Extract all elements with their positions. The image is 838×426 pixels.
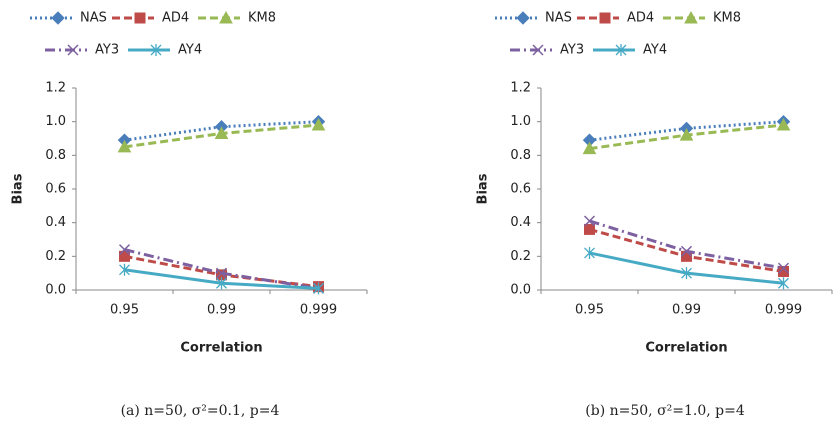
caption: (b) n=50, σ²=1.0, p=4 bbox=[585, 403, 745, 419]
marker bbox=[599, 12, 611, 24]
x-tick-label: 0.999 bbox=[765, 303, 802, 318]
marker bbox=[134, 12, 146, 24]
y-tick-label: 0.0 bbox=[45, 283, 66, 298]
x-tick-label: 0.99 bbox=[672, 303, 701, 318]
marker bbox=[681, 267, 692, 280]
x-axis-label: Correlation bbox=[180, 341, 262, 356]
y-tick-label: 1.2 bbox=[510, 81, 531, 96]
marker bbox=[532, 44, 544, 56]
legend-label: NAS bbox=[80, 11, 107, 26]
legend-label: KM8 bbox=[713, 11, 741, 26]
marker bbox=[215, 267, 228, 279]
marker bbox=[216, 277, 227, 290]
marker bbox=[680, 245, 693, 257]
marker bbox=[582, 141, 597, 155]
legend-label: AY3 bbox=[560, 43, 584, 58]
y-tick-label: 0.4 bbox=[510, 215, 531, 230]
y-axis-label: Bias bbox=[11, 173, 26, 204]
x-axis-label: Correlation bbox=[645, 341, 727, 356]
marker bbox=[584, 223, 595, 235]
marker bbox=[684, 10, 698, 24]
marker bbox=[776, 117, 791, 131]
legend-label: AY3 bbox=[95, 43, 119, 58]
marker bbox=[214, 126, 229, 139]
series-line bbox=[124, 248, 319, 290]
x-tick-label: 0.99 bbox=[207, 303, 236, 318]
legend-label: NAS bbox=[545, 11, 572, 26]
y-tick-label: 0.6 bbox=[510, 182, 531, 197]
marker bbox=[778, 265, 789, 277]
x-tick-label: 0.999 bbox=[300, 303, 337, 318]
marker bbox=[679, 128, 694, 141]
marker bbox=[117, 139, 132, 153]
marker bbox=[311, 117, 326, 131]
marker bbox=[516, 11, 530, 25]
marker bbox=[119, 263, 130, 276]
marker bbox=[583, 215, 596, 227]
y-tick-label: 1.0 bbox=[510, 114, 531, 129]
y-tick-label: 0.2 bbox=[510, 249, 531, 264]
marker bbox=[777, 262, 790, 274]
caption: (a) n=50, σ²=0.1, p=4 bbox=[121, 403, 280, 419]
marker bbox=[119, 250, 130, 262]
marker bbox=[615, 44, 627, 56]
y-tick-label: 0.8 bbox=[45, 148, 66, 163]
y-tick-label: 0.0 bbox=[510, 283, 531, 298]
y-tick-label: 0.8 bbox=[510, 148, 531, 163]
marker bbox=[219, 10, 233, 24]
y-tick-label: 0.6 bbox=[45, 182, 66, 197]
marker bbox=[118, 244, 131, 256]
legend-label: AY4 bbox=[178, 43, 202, 58]
y-tick-label: 0.4 bbox=[45, 215, 66, 230]
y-axis-label: Bias bbox=[476, 173, 491, 204]
x-tick-label: 0.95 bbox=[575, 303, 604, 318]
legend-label: AD4 bbox=[162, 11, 189, 26]
legend-label: AY4 bbox=[643, 43, 667, 58]
marker bbox=[67, 44, 79, 56]
marker bbox=[150, 44, 162, 56]
x-tick-label: 0.95 bbox=[110, 303, 139, 318]
y-tick-label: 1.2 bbox=[45, 81, 66, 96]
marker bbox=[584, 246, 595, 259]
legend-label: KM8 bbox=[248, 11, 276, 26]
marker bbox=[51, 11, 65, 25]
y-tick-label: 0.2 bbox=[45, 249, 66, 264]
marker bbox=[313, 282, 324, 295]
legend-label: AD4 bbox=[627, 11, 654, 26]
marker bbox=[778, 277, 789, 290]
y-tick-label: 1.0 bbox=[45, 114, 66, 129]
